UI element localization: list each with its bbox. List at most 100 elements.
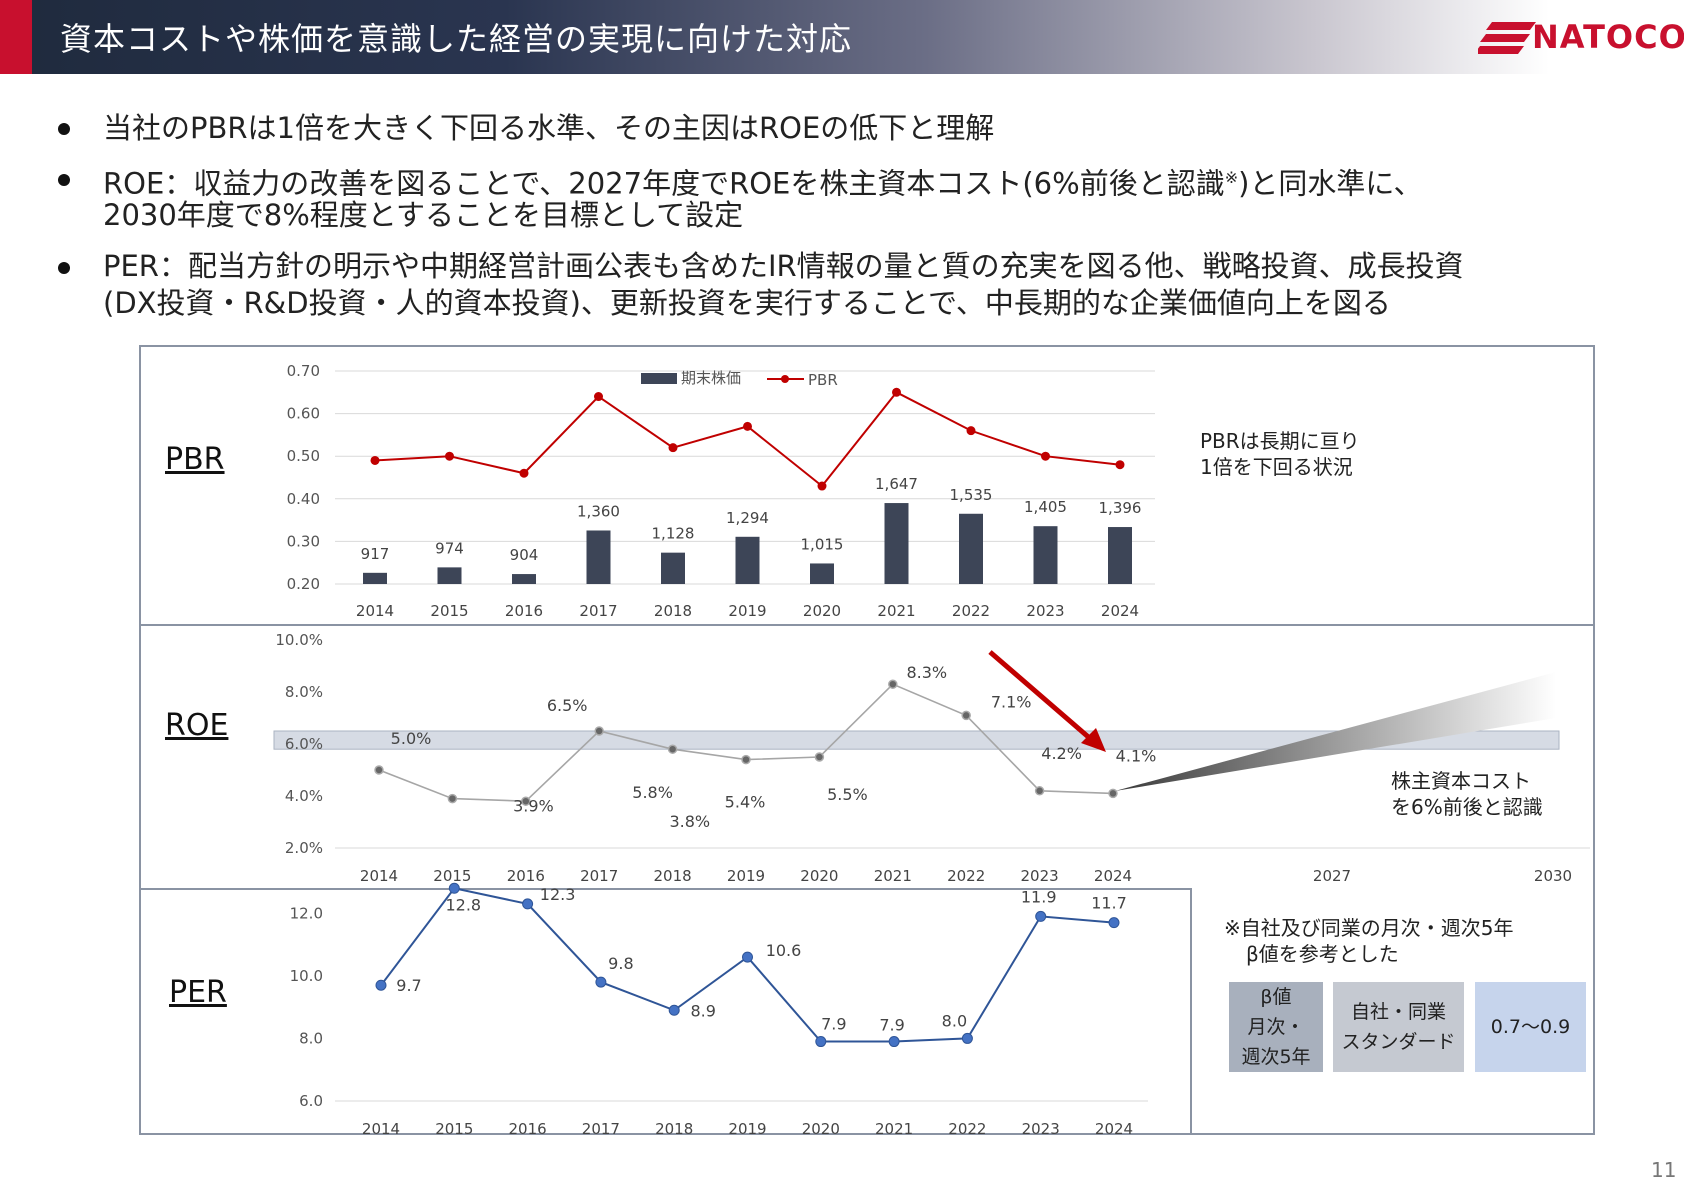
beta-note-line-2: β値を参考とした — [1246, 942, 1399, 966]
roe-point — [888, 679, 898, 689]
x-tick-label: 2021 — [877, 602, 915, 620]
x-tick-label: 2023 — [1022, 1120, 1060, 1138]
roe-data-label: 5.0% — [391, 729, 432, 748]
y-tick-label: 0.70 — [287, 362, 320, 380]
per-line — [380, 887, 1115, 1043]
price-bar — [884, 503, 909, 584]
bullet-3-line-2: (DX投資・R&D投資・人的資本投資)、更新投資を実行することで、中長期的な企業… — [103, 286, 1391, 320]
per-label: PER — [169, 975, 227, 1010]
roe-note-line-1: 株主資本コスト — [1391, 769, 1531, 793]
pbr-point — [1115, 460, 1125, 470]
roe-note-line-2: を6%前後と認識 — [1391, 795, 1543, 819]
logo-icon — [1478, 22, 1536, 54]
roe-data-label: 4.2% — [1041, 744, 1082, 763]
x-tick-label: 2017 — [579, 602, 617, 620]
panel-divider — [139, 624, 1595, 626]
x-tick-label: 2019 — [728, 602, 766, 620]
y-tick-label: 0.20 — [287, 575, 320, 593]
x-tick-label: 2014 — [356, 602, 394, 620]
roe-data-label: 8.3% — [906, 663, 947, 682]
bullet-2-text: ROE：収益力の改善を図ることで、2027年度でROEを株主資本コスト(6%前後… — [103, 166, 1225, 201]
y-tick-label: 0.40 — [287, 490, 320, 508]
per-data-label: 9.8 — [608, 954, 633, 973]
header-bar — [0, 0, 1684, 74]
bar-data-label: 917 — [361, 545, 390, 563]
x-tick-label: 2022 — [948, 1120, 986, 1138]
x-tick-label: 2018 — [655, 1120, 693, 1138]
beta-cell-text: 自社・同業 — [1350, 1001, 1446, 1023]
y-tick-label: 12.0 — [290, 904, 323, 922]
trend-arrow — [988, 650, 1095, 743]
per-point — [742, 951, 753, 963]
price-bar — [810, 563, 834, 584]
legend-bar-swatch — [641, 373, 677, 384]
per-data-label: 8.0 — [942, 1011, 967, 1030]
y-tick-label: 0.30 — [287, 532, 320, 550]
roe-data-label: 3.8% — [669, 812, 710, 831]
bullet-2-line-1: ROE：収益力の改善を図ることで、2027年度でROEを株主資本コスト(6%前後… — [103, 160, 1423, 202]
x-tick-label: 2023 — [1026, 602, 1064, 620]
bullet-dot — [58, 174, 70, 186]
roe-point — [814, 752, 825, 762]
bullet-dot — [58, 123, 70, 135]
pbr-point — [817, 481, 827, 491]
page-title: 資本コストや株価を意識した経営の実現に向けた対応 — [60, 20, 853, 58]
x-tick-label: 2024 — [1094, 867, 1132, 885]
pbr-note-line-1: PBRは長期に亘り — [1200, 429, 1360, 453]
roe-point — [594, 726, 604, 736]
per-point — [375, 979, 387, 991]
x-tick-label: 2030 — [1534, 867, 1572, 885]
bar-data-label: 1,647 — [875, 475, 918, 493]
price-bar — [735, 536, 760, 584]
panel-divider — [1190, 888, 1192, 1135]
per-point — [595, 976, 607, 988]
charts-panel — [139, 345, 1595, 1135]
per-data-label: 9.7 — [396, 976, 421, 995]
beta-cell-text: 週次5年 — [1241, 1046, 1311, 1068]
roe-point — [447, 793, 458, 804]
per-data-label: 11.7 — [1091, 894, 1127, 913]
per-point — [522, 898, 534, 910]
x-tick-label: 2022 — [947, 867, 985, 885]
beta-cell-label: β値 月次・ 週次5年 — [1229, 982, 1323, 1072]
x-tick-label: 2014 — [360, 867, 398, 885]
pbr-point — [445, 451, 454, 461]
legend-label: 期末株価 — [681, 369, 741, 387]
per-point — [448, 882, 460, 894]
y-tick-label: 4.0% — [285, 787, 323, 805]
pbr-note-line-2: 1倍を下回る状況 — [1200, 455, 1353, 479]
x-tick-label: 2019 — [727, 867, 765, 885]
per-point — [961, 1032, 973, 1044]
beta-cell-value: 0.7〜0.9 — [1475, 982, 1586, 1072]
roe-point — [741, 754, 751, 765]
roe-data-label: 5.4% — [725, 793, 766, 812]
beta-cell-text: スタンダード — [1341, 1031, 1456, 1053]
pbr-line — [374, 391, 1121, 488]
panel-divider — [139, 888, 1192, 890]
y-tick-label: 6.0% — [285, 735, 323, 753]
roe-point — [667, 744, 678, 754]
x-tick-label: 2019 — [728, 1120, 766, 1138]
bar-data-label: 1,360 — [577, 502, 620, 520]
x-tick-label: 2024 — [1095, 1120, 1133, 1138]
roe-label: ROE — [165, 708, 229, 743]
roe-data-label: 4.1% — [1116, 746, 1157, 765]
bullet-2-line-2: 2030年度で8%程度とすることを目標として設定 — [103, 198, 744, 232]
y-tick-label: 0.50 — [287, 447, 320, 465]
x-tick-label: 2020 — [800, 867, 838, 885]
per-point — [668, 1004, 680, 1016]
target-wedge — [1115, 672, 1556, 791]
bar-data-label: 1,294 — [726, 509, 769, 527]
bar-data-label: 974 — [435, 539, 464, 557]
logo-text: NATOCO — [1532, 18, 1684, 56]
y-tick-label: 8.0 — [299, 1029, 323, 1047]
pbr-point — [892, 387, 901, 397]
roe-point — [1034, 786, 1045, 796]
x-tick-label: 2015 — [435, 1120, 473, 1138]
per-data-label: 7.9 — [879, 1016, 904, 1035]
price-bar — [661, 552, 685, 584]
x-tick-label: 2023 — [1021, 867, 1059, 885]
x-tick-label: 2018 — [654, 602, 692, 620]
pbr-point — [1041, 451, 1050, 461]
legend-line-marker — [781, 375, 789, 383]
